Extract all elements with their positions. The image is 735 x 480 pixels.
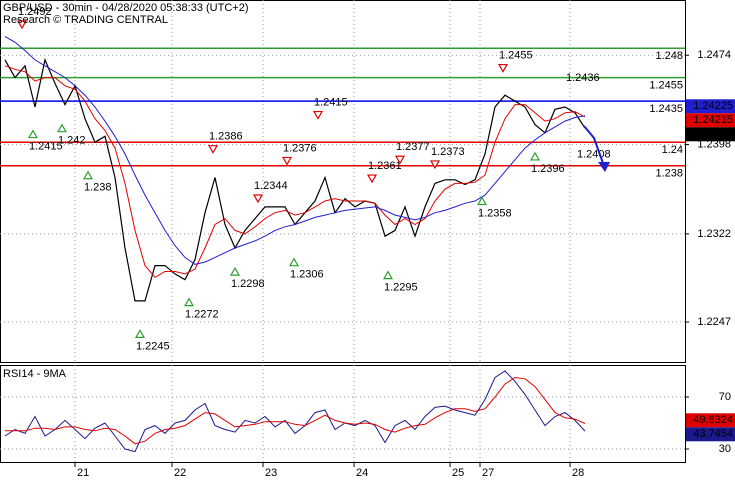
rsi-plot — [0, 365, 685, 462]
swing-marker — [56, 123, 68, 133]
swing-marker — [288, 257, 300, 267]
price-tag-label: 1.24215 — [693, 114, 733, 126]
swing-marker — [497, 63, 509, 73]
chart-subtitle: Research © TRADING CENTRAL — [3, 14, 168, 26]
rsi-title: RSI14 - 9MA — [3, 368, 67, 380]
price-tag — [686, 427, 735, 442]
swing-label: 1.2436 — [566, 72, 600, 84]
chart-title: GBP/USD - 30min - 04/28/2020 05:38:33 (U… — [3, 2, 248, 14]
main-panel — [0, 0, 686, 363]
price-tag — [686, 127, 735, 142]
swing-marker — [207, 145, 219, 154]
level-label: 1.238 — [655, 168, 683, 180]
swing-label: 1.2298 — [231, 278, 265, 290]
y-tick-label: 70 — [719, 391, 731, 403]
price-tag — [686, 99, 735, 114]
swing-label: 1.2358 — [478, 207, 512, 219]
swing-label: 1.238 — [84, 182, 112, 194]
swing-label: 1.2376 — [283, 142, 317, 154]
swing-label: 1.2492 — [18, 6, 52, 18]
swing-marker — [252, 194, 264, 204]
series-line — [4, 35, 586, 265]
x-tick-label: 28 — [572, 467, 584, 479]
price-tag-label: 43.7454 — [693, 428, 733, 440]
series-line — [4, 65, 586, 279]
series-line — [4, 370, 586, 453]
level-label: 1.2455 — [649, 79, 683, 91]
swing-label: 1.2306 — [290, 269, 324, 281]
level-label: 1.248 — [655, 50, 683, 62]
level-label: 1.24 — [662, 144, 683, 156]
swing-label: 1.2455 — [499, 49, 533, 61]
y-tick-label: 1.2322 — [697, 228, 731, 240]
swing-label: 1.2415 — [314, 96, 348, 108]
x-tick-label: 25 — [452, 467, 464, 479]
swing-label: 1.2396 — [531, 163, 565, 175]
x-tick-label: 21 — [77, 467, 89, 479]
price-tag-label: 1.2412 — [699, 128, 733, 140]
swing-marker — [312, 110, 324, 120]
level-label: 1.2435 — [649, 103, 683, 115]
forecast-arrow — [583, 125, 605, 167]
main-plot — [0, 0, 685, 362]
price-tag-label: 49.6324 — [693, 414, 733, 426]
swing-label: 1.2295 — [384, 282, 418, 294]
swing-marker — [476, 196, 488, 206]
swing-label: 1.2245 — [136, 340, 170, 352]
overlay: 1.24741.23981.23221.22471.2481.24551.243… — [16, 6, 735, 479]
price-tag — [686, 113, 735, 128]
x-tick-label: 24 — [356, 467, 368, 479]
swing-marker — [82, 170, 94, 180]
swing-label: 1.2408 — [577, 149, 611, 161]
rsi-panel — [0, 365, 686, 463]
x-tick-label: 23 — [265, 467, 277, 479]
swing-marker — [529, 151, 541, 161]
x-tick-label: 22 — [174, 467, 186, 479]
swing-marker — [281, 156, 293, 166]
y-tick-label: 1.2398 — [697, 138, 731, 150]
swing-label: 1.2373 — [431, 146, 465, 158]
swing-marker — [134, 329, 146, 338]
swing-marker — [229, 266, 241, 276]
forecast-arrowhead — [598, 162, 610, 172]
swing-marker — [429, 160, 441, 170]
swing-label: 1.2344 — [254, 180, 288, 192]
swing-label: 1.2361 — [368, 160, 402, 172]
y-tick-label: 1.2474 — [697, 49, 731, 61]
swing-label: 1.2377 — [396, 141, 430, 153]
swing-label: 1.2272 — [185, 309, 219, 321]
x-tick-label: 27 — [482, 467, 494, 479]
swing-label: 1.242 — [58, 135, 86, 147]
series-line — [5, 376, 586, 445]
y-tick-label: 30 — [719, 443, 731, 455]
price-tag-label: 1.24225 — [693, 100, 733, 112]
swing-marker — [183, 297, 195, 307]
y-tick-label: 1.2247 — [697, 316, 731, 328]
swing-marker — [27, 129, 39, 139]
price-tag — [686, 413, 735, 428]
swing-marker — [382, 270, 394, 280]
swing-marker — [394, 155, 406, 165]
swing-marker — [16, 20, 28, 30]
swing-label: 1.2386 — [209, 131, 243, 143]
swing-marker — [366, 174, 378, 184]
swing-label: 1.2415 — [29, 140, 63, 152]
